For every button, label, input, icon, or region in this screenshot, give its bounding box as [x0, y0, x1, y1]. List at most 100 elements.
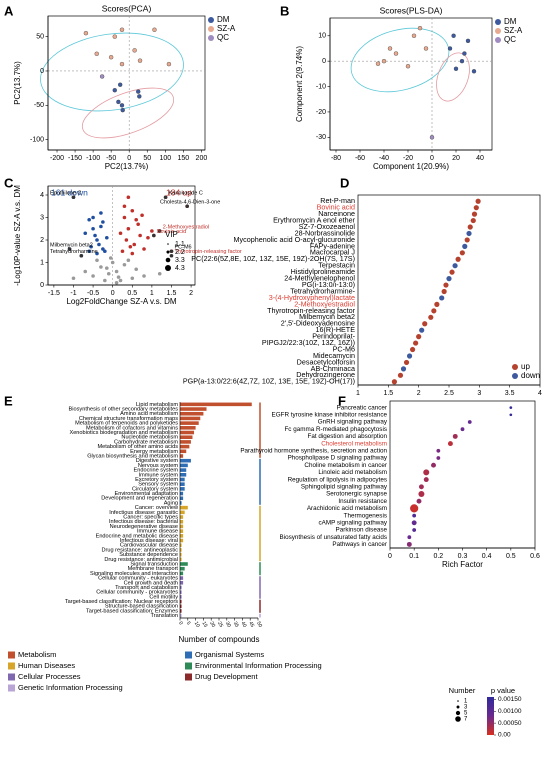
bar	[180, 491, 184, 496]
annotated-point	[169, 253, 174, 258]
dot	[416, 334, 422, 340]
point	[103, 249, 107, 254]
legend-marker	[495, 37, 501, 43]
category-label: Cardiovascular disease	[120, 543, 178, 549]
bar	[180, 430, 195, 435]
point	[140, 213, 144, 218]
point	[134, 217, 138, 222]
annotation: Thyrotropin-releasing factor	[174, 249, 241, 255]
dot	[462, 243, 468, 249]
legend-marker	[512, 373, 518, 379]
size-legend-marker	[165, 257, 171, 263]
y-tick-label: -50	[34, 102, 44, 109]
x-tick-label: 150	[178, 155, 190, 162]
bar	[180, 449, 187, 454]
x-tick-label: 5	[185, 621, 192, 627]
dot	[391, 379, 397, 385]
x-tick-label: 100	[159, 155, 171, 162]
point	[447, 46, 453, 51]
x-tick-label: 3.5	[505, 390, 515, 397]
size-legend-marker	[457, 700, 459, 702]
point	[126, 226, 131, 231]
size-legend-label: 1.1	[175, 241, 185, 248]
legend-swatch	[8, 684, 15, 692]
category-label: Choline metabolism in cancer	[304, 462, 387, 469]
color-tick-label: 0.00	[498, 732, 511, 739]
bar	[180, 440, 191, 444]
x-tick-label: 0.5	[127, 290, 137, 297]
point	[459, 58, 465, 64]
bubble	[411, 520, 417, 526]
legend-marker	[208, 26, 214, 32]
bubble	[423, 469, 430, 476]
bubble	[410, 504, 419, 513]
bar	[180, 510, 185, 515]
category-label: Transport and catabolism	[115, 585, 178, 591]
category-label: Cell growth and death	[124, 580, 178, 586]
category-label: Narceinone	[318, 209, 355, 218]
category-label: PC(22:6(5Z,8E, 10Z, 13Z, 15E, 19Z)-2OH(7…	[191, 254, 355, 263]
x-tick-label: 0.5	[506, 553, 516, 560]
category-label: GnRH signaling pathway	[318, 419, 388, 426]
bar	[180, 487, 185, 491]
legend-label: QC	[504, 35, 516, 44]
category-label: Structure-based classification	[105, 604, 178, 610]
dot	[475, 198, 481, 204]
legend-swatch	[8, 662, 15, 670]
ellipse	[81, 87, 175, 139]
dot	[443, 282, 449, 288]
bar	[180, 496, 184, 501]
category-label: Perindoprilat-	[312, 332, 355, 341]
legend-label: Environmental Information Processing	[195, 661, 322, 670]
bar	[180, 519, 184, 524]
x-tick-label: 0.6	[530, 553, 540, 560]
size-legend-title: VIP	[165, 230, 178, 239]
point	[122, 215, 127, 220]
x-tick-label: 0	[430, 155, 434, 162]
legend-label: Drug Development	[195, 672, 258, 681]
annotated-point	[169, 249, 174, 254]
point	[95, 258, 99, 263]
point	[393, 51, 399, 56]
x-tick-label: 3	[477, 390, 481, 397]
point	[137, 94, 142, 99]
dot	[446, 276, 452, 282]
bar	[180, 604, 182, 609]
category-label: Fat digestion and absorption	[308, 433, 388, 440]
point	[118, 278, 123, 283]
point	[465, 38, 471, 44]
size-legend-label: 3.3	[175, 257, 185, 264]
bubble	[423, 477, 429, 483]
category-label: PIPGJ2/22:3(10Z, 13Z, 16Z))	[262, 338, 355, 347]
ellipse	[436, 52, 470, 102]
annotation: Epothilone C	[50, 191, 82, 197]
x-tick-label: -20	[403, 155, 413, 162]
point	[423, 46, 429, 51]
category-label: Target-based classification: Enzymes	[86, 608, 178, 614]
dot	[470, 217, 476, 224]
bar	[180, 613, 182, 618]
category-label: Infectious disease: viral	[120, 538, 178, 544]
bar	[180, 580, 184, 585]
point	[106, 271, 111, 276]
point	[97, 242, 101, 247]
x-tick-label: -100	[86, 155, 100, 162]
point	[137, 58, 143, 63]
bar	[180, 501, 182, 505]
category-label: Development and regeneration	[101, 496, 178, 502]
point	[110, 260, 115, 265]
point	[142, 274, 146, 278]
x-tick-label: 0.1	[409, 553, 419, 560]
x-tick-label: 2	[189, 290, 193, 297]
bar	[180, 411, 204, 416]
category-label: Dehydrozingerone	[296, 370, 355, 379]
size-legend-label: 7	[464, 717, 468, 723]
category-label: Cancer: overview	[135, 505, 179, 511]
bar	[180, 609, 182, 613]
category-label: Amino acid metabolism	[120, 411, 178, 417]
point	[122, 262, 127, 267]
series-count: 161 down	[51, 187, 88, 197]
category-label: 2',5'-Dideoxyadenosine	[281, 319, 355, 328]
category-label: Cancer: specific types	[123, 515, 178, 521]
